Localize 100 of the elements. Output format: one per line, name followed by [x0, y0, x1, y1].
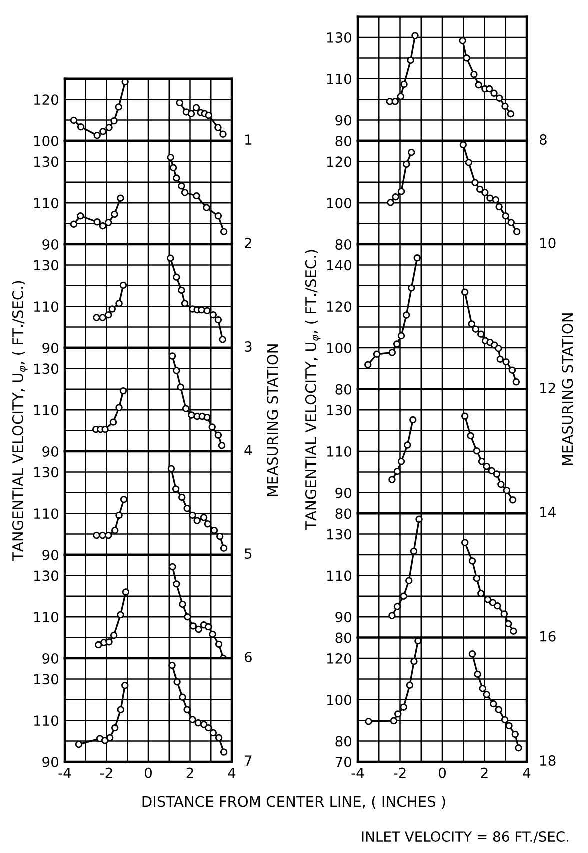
point — [489, 599, 497, 606]
y-tick-label: 80 — [336, 736, 352, 747]
point — [75, 741, 83, 748]
point — [484, 596, 492, 604]
point — [214, 124, 222, 132]
point — [478, 330, 485, 338]
point — [472, 326, 480, 333]
point — [509, 496, 517, 504]
y-tick-label: 120 — [327, 156, 352, 168]
point — [167, 254, 174, 262]
point — [184, 505, 191, 512]
point — [173, 367, 180, 374]
point — [502, 212, 510, 220]
point — [178, 494, 186, 502]
point — [400, 592, 408, 600]
point — [178, 286, 186, 294]
point — [168, 465, 176, 472]
point — [495, 706, 503, 714]
point — [461, 288, 469, 296]
point — [505, 620, 512, 628]
y2-axis-title: MEASURING STATION — [267, 344, 278, 496]
point — [373, 350, 381, 358]
text: 5 — [245, 548, 252, 560]
point — [496, 94, 504, 102]
point — [478, 590, 485, 598]
point — [194, 517, 201, 524]
point — [500, 610, 508, 618]
y-tick-label: 90 — [336, 115, 352, 126]
y2-axis-title: MEASURING STATION — [562, 314, 574, 466]
point — [105, 311, 112, 319]
point — [412, 32, 419, 40]
y-tick-label: 80 — [336, 239, 352, 250]
point — [515, 744, 522, 752]
point — [398, 458, 406, 466]
point — [117, 706, 125, 714]
point — [169, 563, 176, 571]
point — [215, 734, 223, 742]
point — [394, 603, 402, 610]
y-tick-label: 130 — [327, 529, 352, 540]
point — [220, 228, 228, 236]
y-tick-label: 90 — [42, 550, 59, 560]
point — [214, 432, 222, 439]
point — [110, 632, 118, 640]
point — [473, 574, 481, 582]
y-tick-label: 100 — [327, 342, 352, 354]
point — [406, 577, 413, 584]
point — [493, 470, 501, 478]
point — [220, 748, 228, 756]
x-tick-label: 0 — [144, 768, 152, 778]
point — [474, 670, 482, 678]
y-tick-label: 110 — [327, 570, 352, 582]
point — [204, 520, 212, 528]
y-tick-label: 130 — [34, 260, 59, 271]
point — [106, 124, 113, 132]
y-tick-label: 90 — [336, 612, 352, 623]
point — [172, 486, 180, 493]
point — [364, 361, 372, 369]
point — [122, 682, 129, 690]
point — [492, 196, 500, 204]
point — [210, 729, 218, 737]
point — [94, 218, 101, 226]
point — [461, 539, 469, 546]
text: 1 — [246, 134, 252, 145]
point — [397, 93, 404, 100]
point — [470, 70, 478, 78]
y-tick-label: 110 — [34, 612, 59, 623]
point — [463, 54, 470, 62]
point — [488, 467, 496, 475]
text: 4 — [244, 445, 252, 456]
point — [210, 526, 218, 534]
y-tick-label: 70 — [336, 756, 352, 768]
point — [392, 193, 400, 201]
point — [115, 104, 122, 111]
y-tick-label: 90 — [42, 446, 59, 457]
y-tick-label: 80 — [336, 136, 352, 146]
point — [77, 124, 85, 131]
point — [200, 721, 208, 728]
x-tick-label: 4 — [228, 768, 236, 778]
y-tick-label: 130 — [34, 674, 59, 685]
point — [494, 602, 502, 610]
point — [106, 638, 113, 646]
y-tick-label: 90 — [336, 488, 352, 498]
point — [209, 630, 216, 638]
y-tick-label: 100 — [34, 136, 59, 146]
text: 7 — [245, 756, 252, 766]
y-tick-label: 80 — [336, 384, 352, 395]
x-tick-label: -2 — [100, 768, 112, 778]
x-axis-title: DISTANCE FROM CENTER LINE, ( INCHES ) — [142, 796, 446, 809]
y-tick-label: 140 — [327, 260, 352, 271]
y-tick-label: 80 — [336, 632, 352, 644]
point — [77, 212, 84, 220]
point — [468, 320, 476, 328]
point — [406, 682, 414, 690]
point — [173, 580, 180, 588]
point — [110, 418, 118, 426]
y-tick-label: 130 — [34, 570, 59, 582]
point — [472, 179, 479, 186]
y-tick-label: 110 — [327, 446, 352, 457]
point — [498, 481, 505, 488]
point — [117, 194, 124, 202]
